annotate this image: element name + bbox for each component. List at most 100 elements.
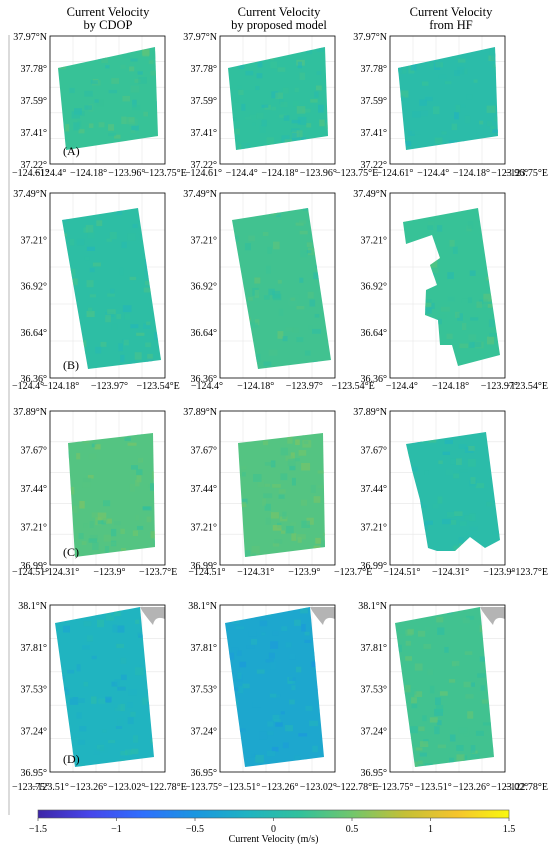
column-title-line1: Current Velocity — [409, 5, 493, 19]
velocity-cell — [264, 483, 271, 487]
velocity-cell — [97, 512, 107, 520]
column-title-hf: Current Velocity from HF — [371, 6, 531, 32]
velocity-cell — [256, 112, 264, 119]
velocity-cell — [150, 483, 155, 491]
velocity-cell — [505, 234, 512, 241]
lat-tick-label: 37.21° — [21, 523, 48, 534]
velocity-cell — [84, 256, 90, 261]
velocity-cell — [313, 272, 322, 280]
velocity-cell — [277, 279, 282, 284]
velocity-cell — [136, 469, 143, 476]
velocity-cell — [137, 71, 143, 75]
velocity-cell — [270, 61, 278, 69]
lat-tick-label: 36.36° — [21, 374, 48, 385]
velocity-cell — [120, 354, 125, 363]
velocity-cell — [266, 265, 271, 274]
velocity-cell — [246, 645, 255, 649]
velocity-cell — [288, 298, 297, 306]
lon-tick-label: −124.4° — [417, 168, 449, 179]
velocity-cell — [314, 313, 320, 318]
velocity-cell — [245, 116, 252, 120]
velocity-cell — [470, 477, 476, 485]
velocity-cell — [410, 64, 417, 71]
velocity-cell — [108, 740, 116, 744]
velocity-cell — [300, 499, 308, 506]
velocity-cell — [135, 619, 140, 624]
velocity-cell — [427, 225, 434, 230]
velocity-cell — [99, 746, 108, 754]
velocity-cell — [137, 457, 144, 463]
velocity-cell — [81, 645, 90, 650]
lat-tick-label: 37.41° — [191, 128, 218, 139]
velocity-cell — [455, 104, 461, 113]
velocity-cell — [275, 92, 284, 100]
lat-tick-label: 37.89°N — [13, 407, 47, 418]
velocity-cell — [272, 630, 279, 636]
column-title-line2: by proposed model — [231, 18, 327, 32]
lon-tick-label: −124.61° — [376, 168, 413, 179]
velocity-cell — [240, 501, 247, 508]
velocity-cell — [280, 473, 288, 481]
velocity-cell — [144, 280, 150, 286]
velocity-cell — [76, 453, 81, 460]
velocity-cell — [464, 651, 473, 655]
lon-tick-label: −122.78°E — [335, 782, 378, 793]
velocity-cell — [293, 294, 300, 300]
velocity-cell — [412, 466, 418, 472]
velocity-cell — [505, 531, 513, 537]
velocity-cell — [402, 141, 412, 147]
velocity-cell — [88, 538, 98, 543]
colorbar-gradient — [37, 809, 510, 819]
velocity-cell — [132, 530, 138, 537]
velocity-cell — [135, 514, 140, 521]
panel-frame — [389, 604, 506, 773]
velocity-cell — [427, 668, 434, 676]
velocity-cell — [498, 533, 500, 537]
velocity-cell — [89, 267, 95, 273]
velocity-cell — [261, 632, 266, 636]
velocity-cell — [505, 516, 513, 520]
velocity-cell — [462, 323, 467, 331]
velocity-cell — [271, 746, 279, 752]
velocity-cell — [146, 516, 152, 523]
velocity-cell — [317, 485, 324, 489]
lat-tick-label: 37.24° — [361, 726, 388, 737]
velocity-cell — [299, 72, 306, 80]
velocity-cell — [62, 625, 70, 633]
velocity-cell — [277, 67, 286, 72]
velocity-field — [403, 208, 500, 366]
velocity-cell — [65, 124, 70, 132]
velocity-cell — [486, 501, 492, 507]
lon-tick-label: −123.97° — [91, 381, 128, 392]
velocity-cell — [111, 323, 118, 331]
velocity-cell — [103, 518, 108, 523]
velocity-texture — [228, 47, 328, 150]
lat-tick-label: 37.97°N — [183, 32, 217, 43]
velocity-cell — [304, 631, 310, 636]
column-title-proposed: Current Velocity by proposed model — [199, 6, 359, 32]
velocity-cell — [153, 540, 155, 546]
velocity-cell — [109, 231, 117, 240]
velocity-cell — [483, 298, 488, 307]
velocity-cell — [463, 681, 472, 688]
velocity-cell — [271, 91, 279, 99]
velocity-cell — [142, 49, 150, 57]
velocity-cell — [451, 123, 458, 131]
panel-frame — [389, 192, 506, 379]
velocity-cell — [67, 669, 75, 674]
velocity-cell — [267, 721, 274, 727]
velocity-cell — [124, 749, 132, 756]
velocity-cell — [456, 754, 465, 761]
lat-tick-label: 37.24° — [21, 726, 48, 737]
velocity-cell — [272, 484, 281, 488]
velocity-cell — [401, 66, 407, 74]
velocity-cell — [91, 655, 97, 660]
lon-tick-label: −123.51° — [32, 782, 69, 793]
lat-tick-label: 37.81° — [361, 643, 388, 654]
velocity-cell — [90, 80, 98, 84]
velocity-cell — [417, 630, 426, 637]
velocity-cell — [437, 496, 443, 504]
velocity-cell — [423, 305, 432, 311]
lat-tick-label: 38.1°N — [188, 601, 217, 612]
velocity-cell — [238, 62, 245, 69]
